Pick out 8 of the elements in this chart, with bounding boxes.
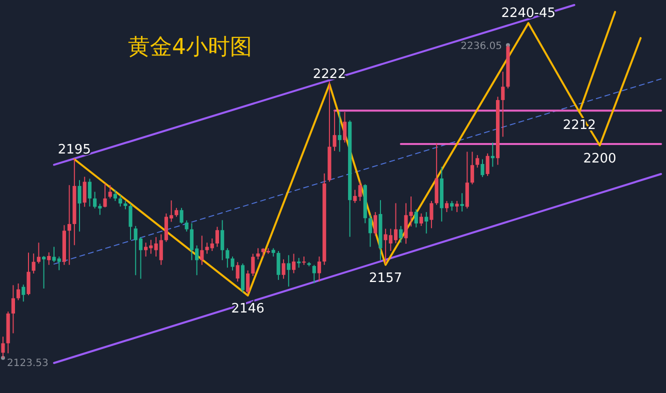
chart-title: 黄金4小时图 [128,35,252,60]
data-label: 2200 [583,151,616,166]
data-label: 2146 [231,301,264,316]
data-label: 2222 [312,67,346,82]
data-label: 2195 [58,142,91,158]
data-label: 2157 [369,270,402,286]
data-label: 2123.53 [7,358,48,369]
data-label: 2236.05 [460,41,502,52]
